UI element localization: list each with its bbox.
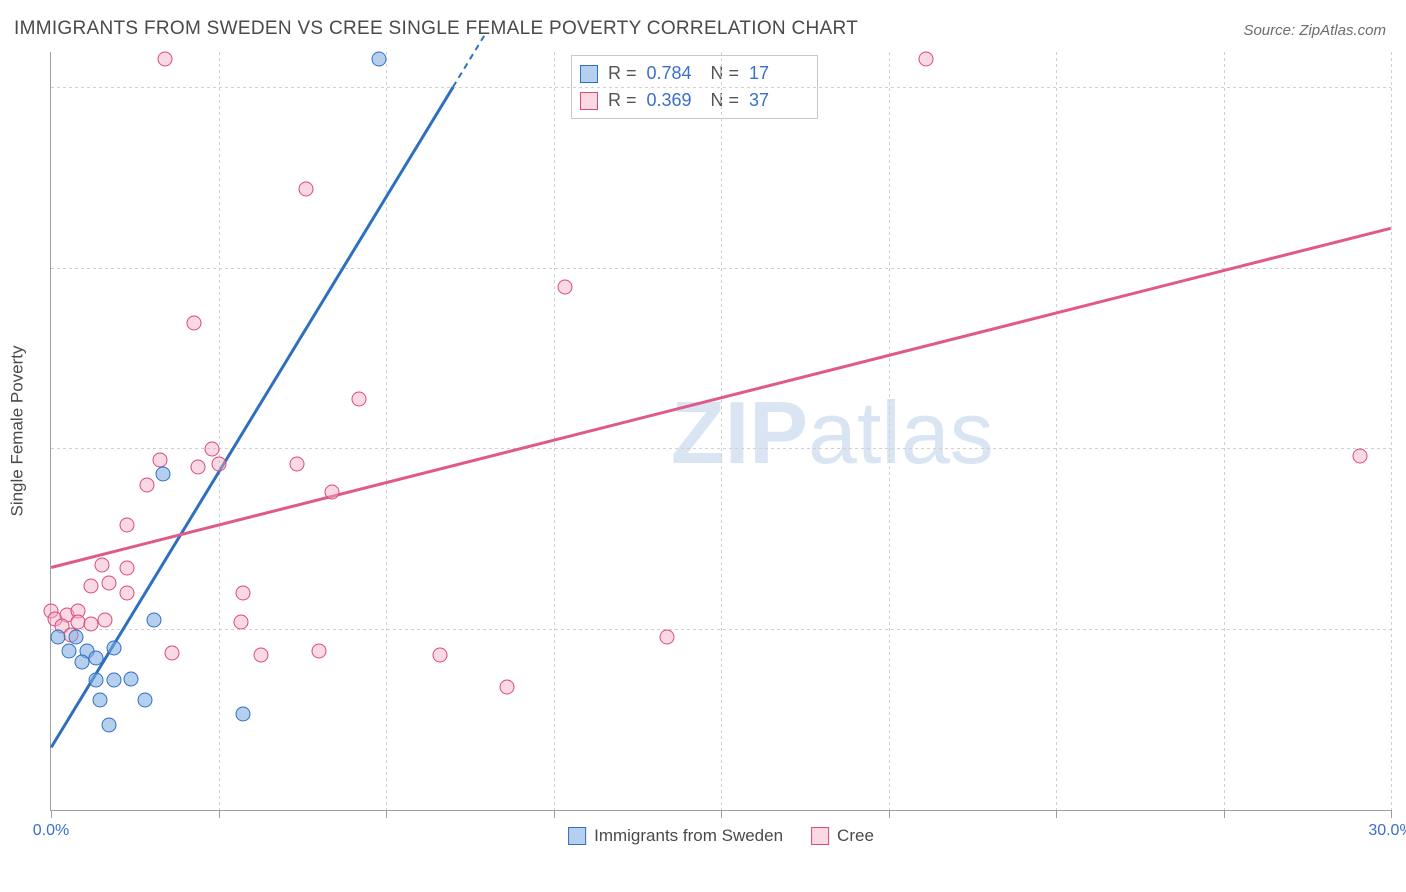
data-point-pink: [557, 279, 572, 294]
source-attribution: Source: ZipAtlas.com: [1243, 22, 1386, 39]
data-point-pink: [95, 557, 110, 572]
data-point-pink: [312, 644, 327, 659]
n-value-blue: 17: [749, 60, 803, 87]
x-tick: [386, 810, 387, 818]
data-point-pink: [432, 647, 447, 662]
series-item-blue: Immigrants from Sweden: [568, 826, 783, 846]
y-tick-label: 100.0%: [1399, 79, 1406, 97]
data-point-pink: [119, 586, 134, 601]
x-tick: [889, 810, 890, 818]
data-point-pink: [119, 517, 134, 532]
stat-row-blue: R = 0.784 N = 17: [580, 60, 803, 87]
data-point-blue: [102, 717, 117, 732]
data-point-blue: [372, 52, 387, 67]
n-value-pink: 37: [749, 87, 803, 114]
data-point-pink: [919, 52, 934, 67]
swatch-pink-icon: [580, 92, 598, 110]
data-point-pink: [211, 456, 226, 471]
swatch-blue-icon: [568, 827, 586, 845]
r-label: R =: [608, 87, 637, 114]
x-tick: [1224, 810, 1225, 818]
data-point-pink: [253, 647, 268, 662]
data-point-pink: [84, 579, 99, 594]
x-tick: [51, 810, 52, 818]
data-point-blue: [146, 613, 161, 628]
y-tick-label: 75.0%: [1399, 260, 1406, 278]
regression-dash-blue: [452, 35, 485, 87]
data-point-pink: [1352, 449, 1367, 464]
data-point-blue: [88, 673, 103, 688]
r-value-blue: 0.784: [647, 60, 701, 87]
data-point-pink: [140, 478, 155, 493]
data-point-blue: [93, 693, 108, 708]
gridline-vertical: [1224, 52, 1225, 810]
data-point-pink: [236, 586, 251, 601]
data-point-pink: [660, 629, 675, 644]
x-tick: [1056, 810, 1057, 818]
watermark-light: atlas: [808, 383, 994, 482]
gridline-vertical: [554, 52, 555, 810]
gridline-vertical: [219, 52, 220, 810]
data-point-pink: [119, 561, 134, 576]
series-legend: Immigrants from Sweden Cree: [568, 826, 874, 846]
y-axis-label: Single Female Poverty: [8, 345, 28, 516]
data-point-blue: [50, 629, 65, 644]
series-label-pink: Cree: [837, 826, 874, 846]
x-tick: [554, 810, 555, 818]
data-point-pink: [186, 315, 201, 330]
x-tick: [219, 810, 220, 818]
data-point-blue: [106, 640, 121, 655]
swatch-blue-icon: [580, 65, 598, 83]
data-point-pink: [157, 52, 172, 67]
x-tick: [1391, 810, 1392, 818]
y-tick-label: 50.0%: [1399, 440, 1406, 458]
series-label-blue: Immigrants from Sweden: [594, 826, 783, 846]
data-point-pink: [164, 645, 179, 660]
n-label: N =: [711, 87, 740, 114]
r-label: R =: [608, 60, 637, 87]
data-point-pink: [499, 680, 514, 695]
watermark-bold: ZIP: [671, 383, 808, 482]
data-point-pink: [233, 615, 248, 630]
data-point-blue: [137, 693, 152, 708]
x-tick: [721, 810, 722, 818]
data-point-pink: [298, 182, 313, 197]
data-point-pink: [191, 460, 206, 475]
data-point-blue: [236, 707, 251, 722]
data-point-pink: [102, 576, 117, 591]
data-point-pink: [352, 391, 367, 406]
data-point-blue: [88, 651, 103, 666]
x-tick-label: 30.0%: [1368, 822, 1406, 840]
stat-row-pink: R = 0.369 N = 37: [580, 87, 803, 114]
gridline-vertical: [386, 52, 387, 810]
r-value-pink: 0.369: [647, 87, 701, 114]
scatter-plot-area: ZIPatlas R = 0.784 N = 17 R = 0.369 N = …: [50, 52, 1391, 811]
x-tick-label: 0.0%: [33, 822, 69, 840]
data-point-blue: [68, 629, 83, 644]
gridline-vertical: [1391, 52, 1392, 810]
data-point-pink: [204, 442, 219, 457]
data-point-pink: [153, 452, 168, 467]
data-point-blue: [124, 671, 139, 686]
y-axis-label-container: Single Female Poverty: [8, 52, 28, 810]
y-tick-label: 25.0%: [1399, 621, 1406, 639]
n-label: N =: [711, 60, 740, 87]
data-point-blue: [106, 673, 121, 688]
gridline-vertical: [1056, 52, 1057, 810]
chart-title: IMMIGRANTS FROM SWEDEN VS CREE SINGLE FE…: [14, 18, 858, 40]
gridline-vertical: [889, 52, 890, 810]
data-point-pink: [325, 485, 340, 500]
data-point-blue: [61, 644, 76, 659]
data-point-blue: [155, 467, 170, 482]
swatch-pink-icon: [811, 827, 829, 845]
series-item-pink: Cree: [811, 826, 874, 846]
gridline-vertical: [721, 52, 722, 810]
data-point-pink: [97, 613, 112, 628]
data-point-pink: [289, 456, 304, 471]
